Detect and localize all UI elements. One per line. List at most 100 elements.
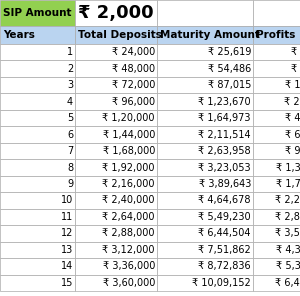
Bar [157, 176, 253, 192]
Bar [0, 77, 75, 94]
Bar [253, 143, 300, 159]
Bar [157, 258, 253, 275]
Text: Maturity Amount: Maturity Amount [160, 30, 260, 40]
Text: ₹ 2,85,230: ₹ 2,85,230 [275, 212, 300, 222]
Bar [75, 94, 157, 110]
Text: ₹ 2,64,000: ₹ 2,64,000 [103, 212, 155, 222]
Bar [75, 209, 157, 225]
Bar [0, 110, 75, 126]
Bar [157, 44, 253, 60]
Text: ₹ 6,486: ₹ 6,486 [291, 64, 300, 74]
Text: 15: 15 [61, 278, 73, 288]
Text: Profits: Profits [256, 30, 296, 40]
Text: ₹ 96,000: ₹ 96,000 [112, 97, 155, 107]
Text: ₹ 2,11,514: ₹ 2,11,514 [198, 130, 251, 140]
Bar [253, 77, 300, 94]
Bar [253, 258, 300, 275]
Text: 9: 9 [67, 179, 73, 189]
Text: 7: 7 [67, 146, 73, 156]
Bar [75, 192, 157, 209]
Text: 6: 6 [67, 130, 73, 140]
Bar [0, 275, 75, 291]
Bar [75, 242, 157, 258]
Text: ₹ 3,60,000: ₹ 3,60,000 [103, 278, 155, 288]
Text: ₹ 44,973: ₹ 44,973 [285, 113, 300, 123]
Bar [75, 0, 157, 26]
Text: ₹ 2,40,000: ₹ 2,40,000 [103, 195, 155, 205]
Bar [75, 26, 157, 44]
Bar [157, 225, 253, 242]
Bar [75, 126, 157, 143]
Text: ₹ 4,39,862: ₹ 4,39,862 [275, 245, 300, 255]
Text: ₹ 48,000: ₹ 48,000 [112, 64, 155, 74]
Bar [0, 126, 75, 143]
Bar [75, 275, 157, 291]
Text: ₹ 1,619: ₹ 1,619 [291, 47, 300, 57]
Text: Years: Years [3, 30, 35, 40]
Bar [75, 110, 157, 126]
Bar [253, 44, 300, 60]
Text: ₹ 2,88,000: ₹ 2,88,000 [103, 229, 155, 238]
Text: ₹ 24,000: ₹ 24,000 [112, 47, 155, 57]
Text: ₹ 1,73,643: ₹ 1,73,643 [275, 179, 300, 189]
Bar [253, 0, 300, 26]
Bar [157, 110, 253, 126]
Bar [157, 143, 253, 159]
Text: ₹ 8,72,836: ₹ 8,72,836 [198, 261, 251, 271]
Bar [75, 77, 157, 94]
Bar [0, 94, 75, 110]
Text: ₹ 67,514: ₹ 67,514 [285, 130, 300, 140]
Text: ₹ 5,49,230: ₹ 5,49,230 [198, 212, 251, 222]
Bar [0, 26, 75, 44]
Text: ₹ 2,000: ₹ 2,000 [78, 4, 154, 22]
Text: ₹ 3,89,643: ₹ 3,89,643 [199, 179, 251, 189]
Text: ₹ 1,68,000: ₹ 1,68,000 [103, 146, 155, 156]
Bar [253, 159, 300, 176]
Bar [0, 143, 75, 159]
Text: ₹ 4,64,678: ₹ 4,64,678 [199, 195, 251, 205]
Text: 11: 11 [61, 212, 73, 222]
Bar [157, 0, 253, 26]
Text: ₹ 2,63,958: ₹ 2,63,958 [198, 146, 251, 156]
Bar [253, 242, 300, 258]
Text: ₹ 15,015: ₹ 15,015 [285, 80, 300, 90]
Text: ₹ 6,44,504: ₹ 6,44,504 [199, 229, 251, 238]
Bar [253, 209, 300, 225]
Bar [0, 60, 75, 77]
Bar [0, 0, 75, 26]
Bar [75, 44, 157, 60]
Bar [75, 143, 157, 159]
Bar [75, 60, 157, 77]
Text: ₹ 6,49,152: ₹ 6,49,152 [275, 278, 300, 288]
Bar [0, 176, 75, 192]
Bar [253, 94, 300, 110]
Text: 5: 5 [67, 113, 73, 123]
Bar [0, 192, 75, 209]
Text: ₹ 3,36,000: ₹ 3,36,000 [103, 261, 155, 271]
Bar [157, 209, 253, 225]
Text: ₹ 7,51,862: ₹ 7,51,862 [198, 245, 251, 255]
Bar [253, 225, 300, 242]
Text: ₹ 1,20,000: ₹ 1,20,000 [103, 113, 155, 123]
Bar [157, 275, 253, 291]
Bar [157, 94, 253, 110]
Text: 10: 10 [61, 195, 73, 205]
Text: 2: 2 [67, 64, 73, 74]
Text: ₹ 10,09,152: ₹ 10,09,152 [192, 278, 251, 288]
Text: ₹ 54,486: ₹ 54,486 [208, 64, 251, 74]
Text: 3: 3 [67, 80, 73, 90]
Text: ₹ 2,16,000: ₹ 2,16,000 [103, 179, 155, 189]
Text: ₹ 2,24,678: ₹ 2,24,678 [275, 195, 300, 205]
Text: ₹ 95,958: ₹ 95,958 [285, 146, 300, 156]
Text: 1: 1 [67, 47, 73, 57]
Bar [253, 275, 300, 291]
Bar [253, 176, 300, 192]
Bar [0, 159, 75, 176]
Bar [253, 60, 300, 77]
Bar [253, 26, 300, 44]
Text: ₹ 3,23,053: ₹ 3,23,053 [198, 163, 251, 173]
Text: ₹ 3,12,000: ₹ 3,12,000 [103, 245, 155, 255]
Bar [0, 44, 75, 60]
Bar [0, 242, 75, 258]
Text: ₹ 27,670: ₹ 27,670 [284, 97, 300, 107]
